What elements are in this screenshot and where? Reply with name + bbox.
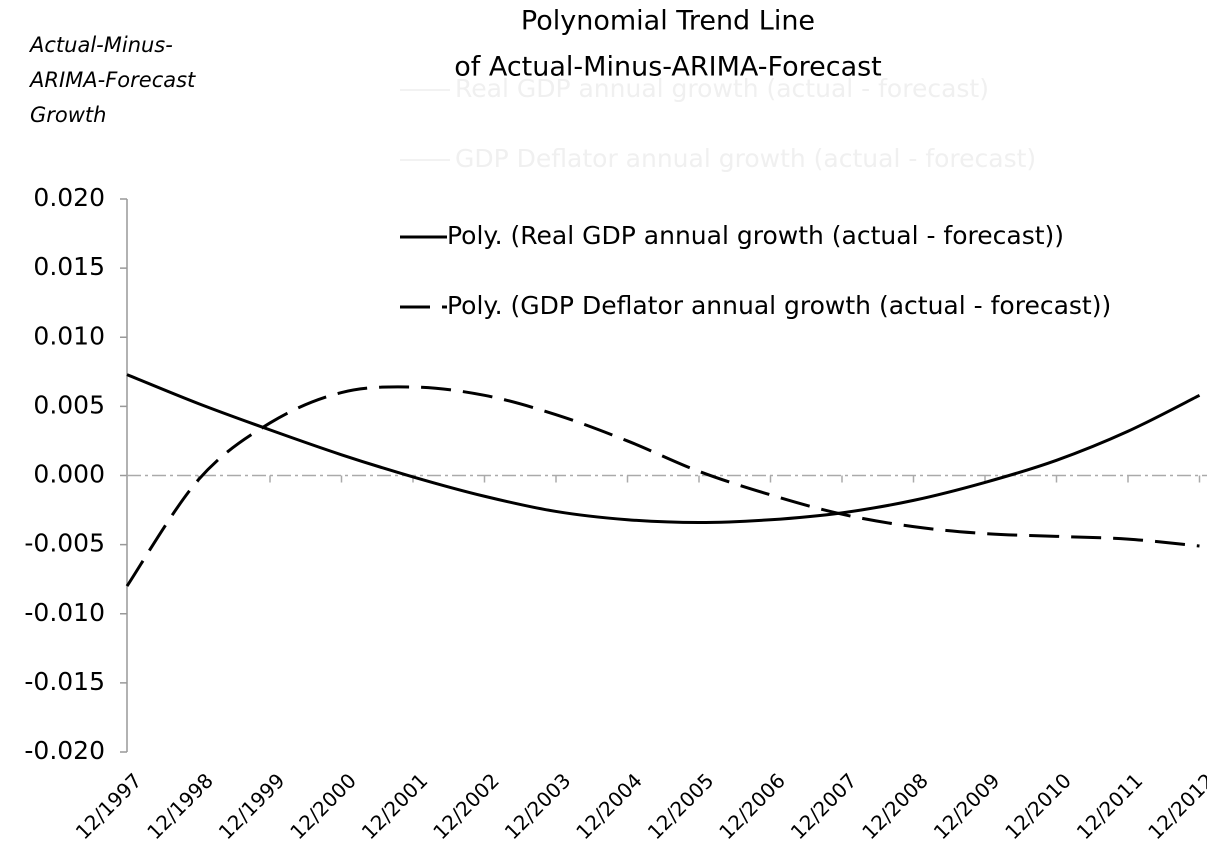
y-tick-label: 0.015 [33, 252, 105, 281]
x-tick-label: 12/2002 [428, 768, 504, 844]
y-tick-label: 0.010 [33, 321, 105, 350]
x-tick-label: 12/1998 [142, 768, 218, 844]
y-tick-label: -0.015 [24, 667, 105, 696]
x-tick-label: 12/2012 [1143, 768, 1207, 844]
y-axis-label: Growth [30, 103, 106, 127]
x-tick-label: 12/2011 [1072, 768, 1148, 844]
x-tick-label: 12/1997 [71, 768, 147, 844]
x-tick-label: 12/2005 [643, 768, 719, 844]
x-tick-label: 12/2006 [714, 768, 790, 844]
y-tick-label: 0.020 [33, 183, 105, 212]
chart-title: Polynomial Trend Line [521, 6, 815, 37]
legend-label: Real GDP annual growth (actual - forecas… [455, 74, 989, 103]
y-tick-label: -0.020 [24, 736, 105, 765]
y-axis-label: Actual-Minus- [28, 33, 173, 57]
x-tick-label: 12/2004 [571, 768, 647, 844]
legend-label: GDP Deflator annual growth (actual - for… [455, 144, 1036, 173]
series-line [126, 373, 1201, 525]
x-tick-label: 12/2000 [285, 768, 361, 844]
x-tick-label: 12/2001 [357, 768, 433, 844]
y-tick-label: 0.005 [33, 390, 105, 419]
chart-title: of Actual-Minus-ARIMA-Forecast [454, 52, 882, 83]
series-line [125, 385, 1200, 587]
x-tick-label: 12/2009 [929, 768, 1005, 844]
legend-label: Poly. (Real GDP annual growth (actual - … [447, 221, 1064, 250]
y-axis-label: ARIMA-Forecast [28, 68, 196, 92]
x-tick-label: 12/2008 [857, 768, 933, 844]
x-tick-label: 12/2007 [786, 768, 862, 844]
x-tick-label: 12/2003 [500, 768, 576, 844]
y-tick-label: -0.005 [24, 529, 105, 558]
x-tick-label: 12/1999 [214, 768, 290, 844]
y-tick-label: -0.010 [24, 598, 105, 627]
y-tick-label: 0.000 [33, 460, 105, 489]
x-tick-label: 12/2010 [1000, 768, 1076, 844]
legend-label: Poly. (GDP Deflator annual growth (actua… [447, 291, 1111, 320]
